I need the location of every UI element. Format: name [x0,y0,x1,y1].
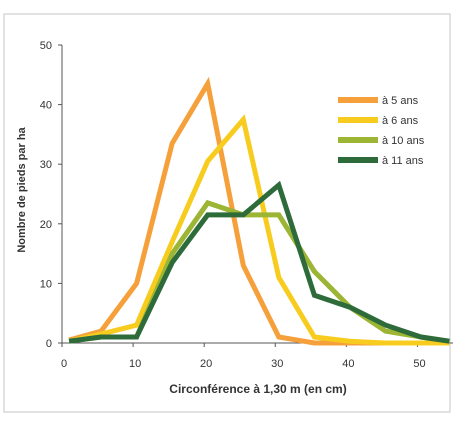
y-tick-label: 40 [40,100,52,112]
x-tick-label: 10 [129,358,141,370]
x-tick-label: 40 [342,358,354,370]
legend-label: à 10 ans [382,135,425,147]
legend-label: à 11 ans [382,155,424,167]
series-lines [68,76,450,346]
legend: à 5 ans à 6 ans à 10 ans à 11 ans [338,95,425,167]
y-axis-label: Nombre de pieds par ha [16,126,28,252]
legend-label: à 6 ans [382,115,419,127]
x-axis-label: Circonférence à 1,30 m (en cm) [169,382,346,396]
series-line-4 [68,180,450,344]
x-tick-label: 0 [61,358,67,370]
y-tick-label: 20 [40,219,52,231]
x-tick-label: 20 [200,358,212,370]
y-tick-label: 0 [46,338,52,350]
legend-label: à 5 ans [382,95,419,107]
x-tick-label: 50 [413,358,425,370]
y-tick-label: 50 [40,40,52,52]
x-tick-label: 30 [271,358,283,370]
y-tick-label: 30 [40,159,52,171]
y-tick-label: 10 [40,278,52,290]
